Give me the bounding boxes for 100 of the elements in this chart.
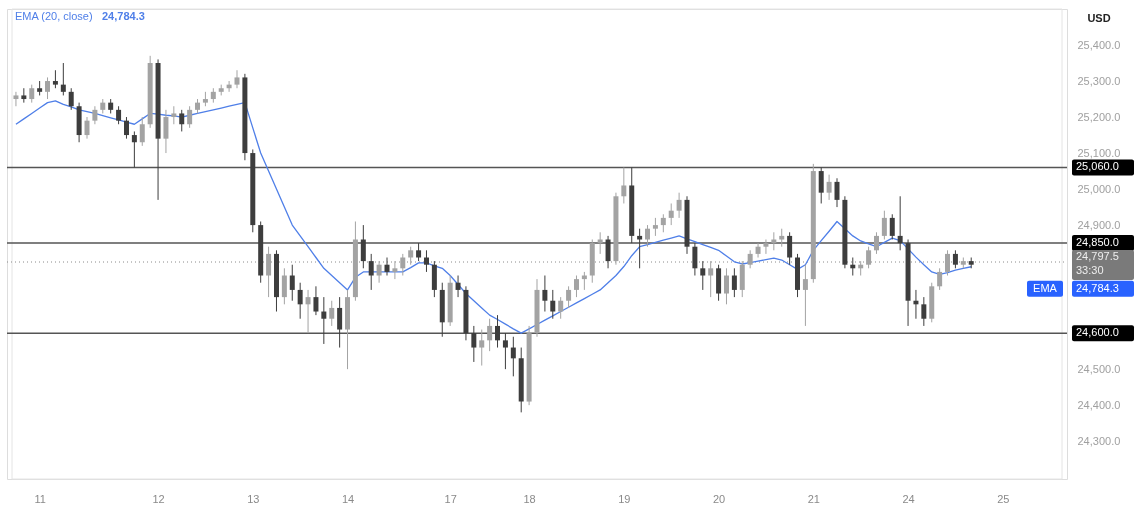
candlestick (179, 109, 185, 132)
candlestick (763, 239, 769, 255)
x-tick-label: 20 (712, 492, 726, 505)
x-tick-label: 13 (247, 492, 260, 505)
candlestick (68, 87, 74, 111)
candlestick (747, 249, 753, 269)
candlestick (937, 267, 943, 291)
y-tick-label: 24,900.0 (1077, 218, 1121, 231)
candlestick (676, 192, 682, 219)
candlestick (834, 177, 840, 208)
candlestick (605, 235, 611, 269)
candlestick (921, 296, 927, 327)
candlestick (92, 105, 98, 125)
candlestick (45, 76, 51, 100)
candlestick (723, 267, 729, 305)
text: EMA (20, close) (15, 10, 93, 22)
x-tick-label: 12 (152, 492, 165, 505)
candlestick (337, 296, 343, 349)
y-tick-label: 24,500.0 (1077, 362, 1121, 375)
candlestick (866, 246, 872, 269)
x-tick-label: 17 (444, 492, 457, 505)
ref-line-label: 24,850.0 (1076, 236, 1119, 249)
candlestick (84, 116, 90, 140)
candlestick (787, 231, 793, 266)
candlestick (471, 325, 477, 363)
candlestick (652, 217, 658, 237)
candlestick (131, 130, 137, 168)
candlestick (700, 260, 706, 291)
candlestick (289, 264, 295, 302)
candlestick (392, 260, 398, 280)
y-tick-label: 24,300.0 (1077, 434, 1121, 447)
x-tick-label: 14 (341, 492, 355, 505)
candlestick (495, 314, 501, 349)
candlestick (502, 332, 508, 370)
candlestick (692, 242, 698, 277)
candlestick (329, 300, 335, 327)
ref-line-label: 24,797.5 (1076, 250, 1119, 263)
candlestick (889, 213, 895, 240)
candlestick (266, 246, 272, 298)
candlestick (597, 231, 603, 255)
candlestick (234, 69, 240, 89)
candlestick (621, 166, 627, 204)
annotation: EMA (1033, 281, 1058, 294)
candlestick (708, 260, 714, 298)
candlestick (360, 224, 366, 269)
annotation: 24,784.3 (102, 10, 145, 22)
candlestick (171, 105, 177, 125)
candlestick (881, 210, 887, 240)
candlestick (755, 242, 761, 259)
text: 24,784.3 (1076, 281, 1119, 294)
candlestick (479, 329, 485, 367)
candlestick (558, 296, 564, 320)
x-tick-label: 11 (34, 492, 46, 505)
candlestick (321, 296, 327, 345)
candlestick (187, 105, 193, 129)
candlestick (305, 289, 311, 334)
y-tick-label: 25,100.0 (1077, 146, 1121, 159)
candlestick (945, 249, 951, 277)
candlestick (123, 116, 129, 140)
candlestick (897, 195, 903, 251)
candlestick (297, 282, 303, 320)
text: 33:30 (1076, 264, 1104, 277)
candlestick (60, 62, 66, 96)
ref-line-label: 25,060.0 (1076, 160, 1119, 173)
candlestick (416, 242, 422, 262)
candlestick (873, 231, 879, 255)
candlestick (52, 69, 58, 89)
y-tick-label: 25,000.0 (1077, 182, 1121, 195)
candlestick (423, 249, 429, 273)
candlestick (802, 264, 808, 327)
candlestick (313, 285, 319, 316)
y-tick-label: 25,200.0 (1077, 110, 1121, 123)
candlestick (818, 166, 824, 204)
candlestick (408, 246, 414, 266)
candlestick (573, 275, 579, 298)
candlestick (550, 289, 556, 320)
candlestick (400, 253, 406, 277)
x-tick-label: 19 (618, 492, 631, 505)
candlestick (139, 116, 145, 147)
y-tick-label: 24,400.0 (1077, 398, 1121, 411)
x-tick-label: 18 (523, 492, 536, 505)
candlestick (368, 253, 374, 291)
candlestick (645, 224, 651, 248)
candlestick (510, 336, 516, 377)
candlestick (826, 174, 832, 201)
candlestick (566, 285, 572, 309)
candlestick (731, 267, 737, 298)
x-tick-label: 24 (902, 492, 915, 505)
candlestick (952, 249, 958, 269)
candlestick (29, 84, 35, 104)
candlestick (771, 231, 777, 251)
candlestick (384, 257, 390, 277)
candlestick (660, 213, 666, 233)
candlestick (13, 91, 19, 107)
candlestick (668, 202, 674, 226)
candlestick (281, 267, 287, 305)
candlestick (116, 105, 122, 125)
text: USD (1087, 12, 1111, 24)
ref-line-label: 24,600.0 (1076, 326, 1119, 339)
y-tick-label: 25,300.0 (1077, 74, 1121, 87)
